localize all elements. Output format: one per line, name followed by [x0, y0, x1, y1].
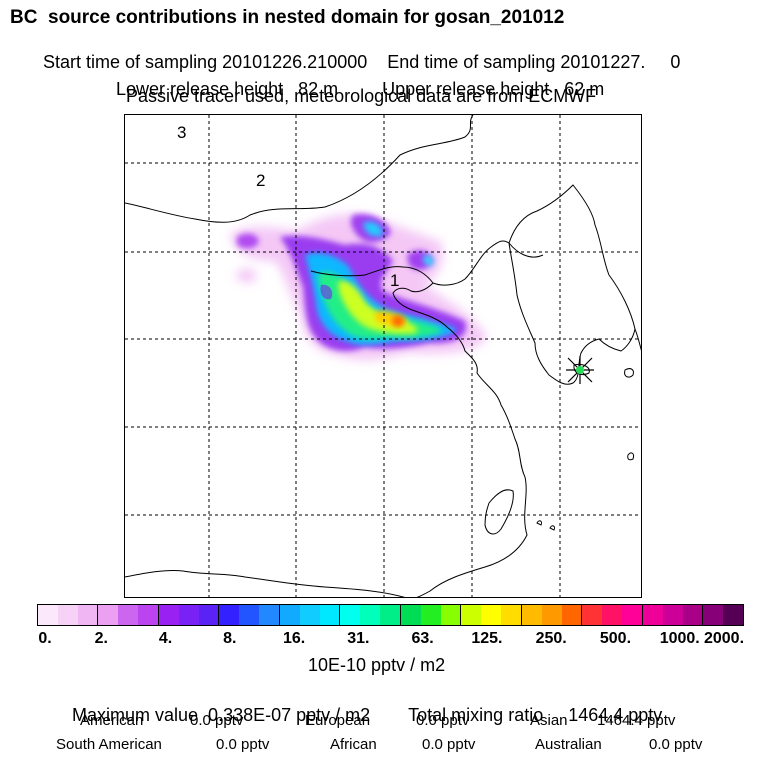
color-scale-segment	[481, 605, 502, 625]
color-scale-segment	[400, 605, 421, 625]
asian-label: Asian	[530, 712, 568, 729]
color-scale-segment	[38, 605, 58, 625]
european-label: European	[305, 712, 371, 729]
american-label: American	[80, 712, 144, 729]
australian-label: Australian	[535, 736, 602, 753]
start-time: Start time of sampling 20101226.210000	[43, 52, 368, 72]
european-value: 0.0 pptv	[416, 712, 470, 729]
color-scale-segment	[501, 605, 522, 625]
color-scale-segment	[57, 605, 78, 625]
region-label-2: 2	[256, 171, 266, 190]
color-scale-tick-label: 8.	[223, 630, 237, 647]
color-scale-segment	[158, 605, 179, 625]
map-panel: 3 2 1	[124, 114, 642, 598]
color-scale-segment	[642, 605, 663, 625]
max-value-line: Maximum value 0.338E-07 pptv / m2 Total m…	[62, 688, 662, 724]
color-scale-bar	[37, 604, 744, 626]
color-scale-units: 10E-10 pptv / m2	[308, 655, 446, 675]
color-scale-segment	[118, 605, 139, 625]
color-scale-tick-label: 2.	[94, 630, 108, 647]
color-scale-segment	[198, 605, 220, 625]
color-scale-tick-label: 125.	[471, 630, 503, 647]
color-scale-ticks: 0. 2. 4. 8. 16. 31. 63. 125. 250. 500. 1000. 2000.	[0, 630, 768, 650]
color-scale-segment	[239, 605, 260, 625]
color-scale-segment	[622, 605, 643, 625]
color-scale-segment	[602, 605, 623, 625]
color-scale-segment	[299, 605, 320, 625]
region-label-1: 1	[390, 271, 400, 290]
color-scale-segment	[420, 605, 441, 625]
sampling-times: Start time of sampling 20101226.210000 En…	[33, 35, 680, 71]
color-scale-segment	[340, 605, 361, 625]
color-scale-tick-label: 500.	[599, 630, 632, 647]
color-scale-segment	[461, 605, 482, 625]
american-value: 0.0 pptv	[190, 712, 244, 729]
color-scale-segment	[98, 605, 119, 625]
color-scale-segment	[541, 605, 562, 625]
region-label-3: 3	[177, 123, 187, 142]
color-scale-segment	[77, 605, 99, 625]
coastlines	[125, 115, 641, 597]
color-scale-tick-label: 250.	[535, 630, 567, 647]
color-scale-tick-label: 63.	[411, 630, 434, 647]
lat-lon-grid	[125, 115, 641, 597]
color-scale-segment	[682, 605, 704, 625]
color-scale-segment	[178, 605, 199, 625]
color-scale-tick-label: 4.	[158, 630, 173, 647]
color-scale-segment	[259, 605, 280, 625]
upper-release-height: Upper release height 62 m	[382, 79, 605, 99]
color-scale-segment	[138, 605, 159, 625]
south-american-label: South American	[56, 736, 162, 753]
african-value: 0.0 pptv	[422, 736, 476, 753]
tracer-note: Passive tracer used, meteorological data…	[126, 86, 597, 106]
max-value: Maximum value 0.338E-07 pptv / m2	[72, 705, 371, 725]
map-drawing	[125, 115, 641, 597]
release-heights: Lower release height 82 m Upper release h…	[106, 62, 604, 98]
color-scale-segment	[219, 605, 240, 625]
concentration-plume	[230, 213, 487, 360]
australian-value: 0.0 pptv	[649, 736, 703, 753]
star-icon	[566, 356, 594, 384]
color-scale-segment	[703, 605, 724, 625]
color-scale-segment	[440, 605, 462, 625]
south-american-value: 0.0 pptv	[216, 736, 270, 753]
color-scale-segment	[582, 605, 603, 625]
color-scale-segment	[279, 605, 300, 625]
color-scale-segment	[380, 605, 401, 625]
plot-title: BC source contributions in nested domain…	[10, 7, 565, 28]
color-scale-segment	[319, 605, 341, 625]
color-scale-segment	[521, 605, 542, 625]
color-scale-tick-label: 1000.	[659, 630, 700, 647]
color-scale-tick-label: 16.	[282, 630, 306, 647]
color-scale-tick-label: 31.	[347, 630, 370, 647]
lower-release-height: Lower release height 82 m	[116, 79, 339, 99]
color-scale-segment	[723, 605, 743, 625]
color-scale-tick-label: 2000.	[703, 630, 745, 647]
color-scale-segment	[360, 605, 381, 625]
color-scale-tick-label: 0.	[38, 630, 52, 647]
color-scale-segment	[561, 605, 583, 625]
end-time: End time of sampling 20101227. 0	[387, 52, 681, 72]
african-label: African	[330, 736, 377, 753]
color-scale-segment	[662, 605, 683, 625]
asian-value: 1464.4 pptv	[597, 712, 676, 729]
total-mixing-ratio: Total mixing ratio 1464.4 pptv	[408, 705, 663, 725]
